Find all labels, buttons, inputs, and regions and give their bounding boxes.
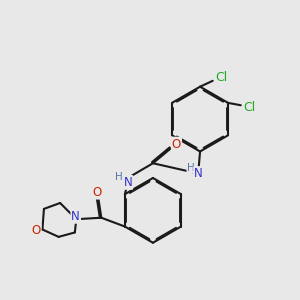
Text: H: H: [187, 163, 195, 173]
Text: O: O: [172, 138, 181, 151]
Text: N: N: [194, 167, 203, 180]
Text: Cl: Cl: [244, 101, 256, 114]
Text: O: O: [31, 224, 40, 238]
Text: H: H: [115, 172, 123, 182]
Text: O: O: [92, 186, 101, 199]
Text: N: N: [124, 176, 132, 189]
Text: Cl: Cl: [215, 71, 228, 84]
Text: N: N: [71, 210, 80, 223]
